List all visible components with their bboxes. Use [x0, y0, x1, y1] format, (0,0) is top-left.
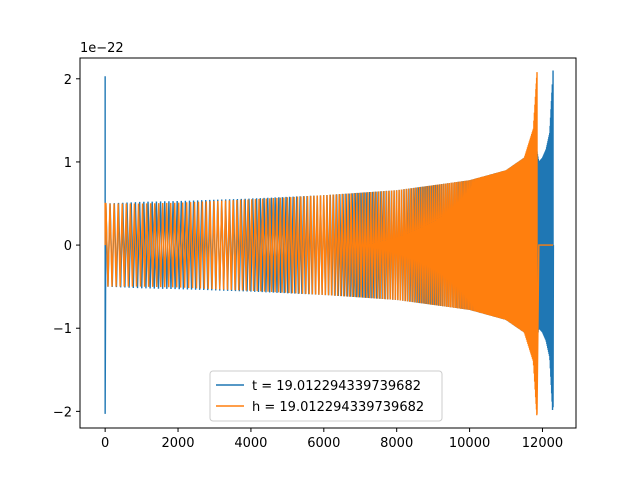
y-axis-ticks: 2 1 0 −1 −2 — [53, 73, 80, 420]
y-tick-label: −2 — [53, 405, 72, 420]
x-tick-label: 4000 — [234, 436, 267, 451]
x-tick-label: 10000 — [449, 436, 490, 451]
legend-label-t: t = 19.012294339739682 — [252, 379, 421, 394]
y-tick-label: 0 — [64, 239, 72, 254]
legend: t = 19.012294339739682 h = 19.0122943397… — [209, 370, 443, 422]
x-axis-ticks: 0 2000 4000 6000 8000 10000 12000 — [101, 428, 563, 451]
x-tick-label: 8000 — [380, 436, 413, 451]
x-tick-label: 6000 — [307, 436, 340, 451]
legend-box — [209, 370, 443, 422]
series-line-tail — [535, 72, 554, 416]
x-tick-label: 2000 — [161, 436, 194, 451]
axes-frame — [79, 57, 577, 429]
y-tick-label: 1 — [64, 156, 72, 171]
x-tick-label: 12000 — [522, 436, 563, 451]
series-line — [104, 96, 537, 398]
legend-label-h: h = 19.012294339739682 — [252, 400, 424, 415]
y-tick-label: 2 — [64, 73, 72, 88]
y-offset-label: 1e−22 — [80, 41, 124, 56]
x-tick-label: 0 — [101, 436, 109, 451]
y-tick-label: −1 — [53, 322, 72, 337]
series-h — [104, 72, 554, 416]
plot-area — [104, 70, 555, 416]
